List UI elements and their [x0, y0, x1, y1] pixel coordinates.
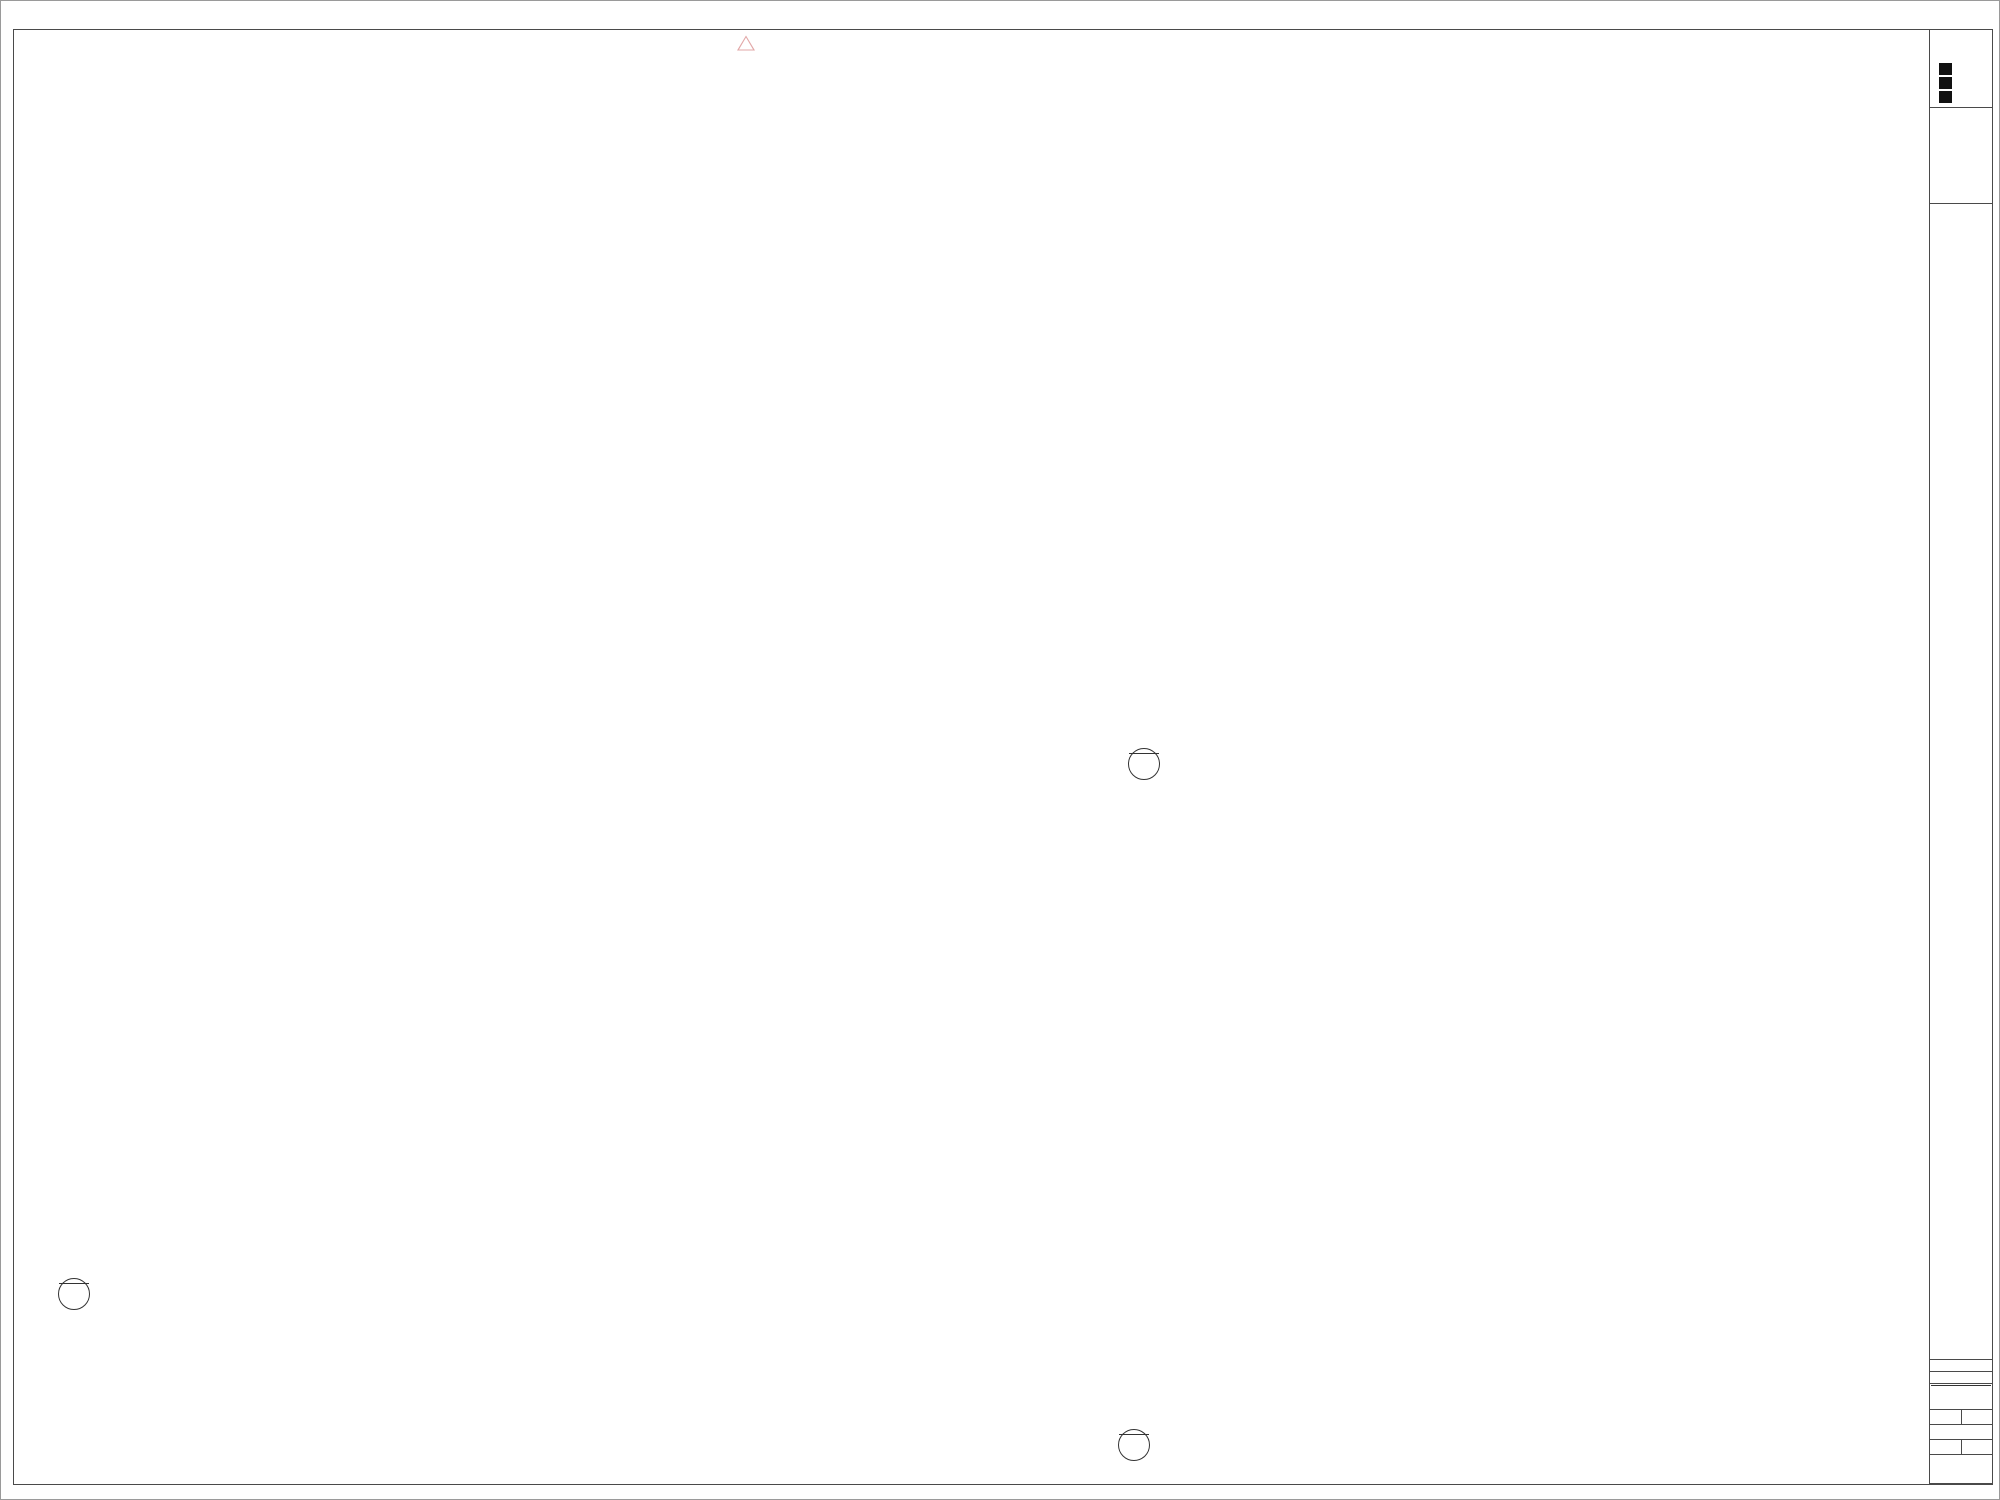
- revision-delta-icon: [737, 35, 755, 51]
- title-block-divider-1: [1929, 107, 1993, 108]
- title-block-divider-2: [1929, 203, 1993, 204]
- logo-letter-s: [1939, 77, 1952, 89]
- sheet-inner-frame: [13, 29, 1993, 1485]
- caption2-detail-bubble: [1128, 748, 1160, 780]
- title-block-left-border: [1929, 29, 1931, 1483]
- tb-thin-row-line-1: [1929, 1359, 1993, 1360]
- logo-letter-k: [1939, 63, 1952, 75]
- title-block-info: [1929, 1383, 1993, 1499]
- logo-letter-c: [1939, 91, 1952, 103]
- tb-thin-row-line-3: [1929, 1383, 1993, 1384]
- tb-thin-row-line-2: [1929, 1371, 1993, 1372]
- caption3-detail-bubble: [1118, 1429, 1150, 1461]
- caption1-detail-bubble: [58, 1278, 90, 1310]
- copyright-header: [1931, 1385, 1991, 1386]
